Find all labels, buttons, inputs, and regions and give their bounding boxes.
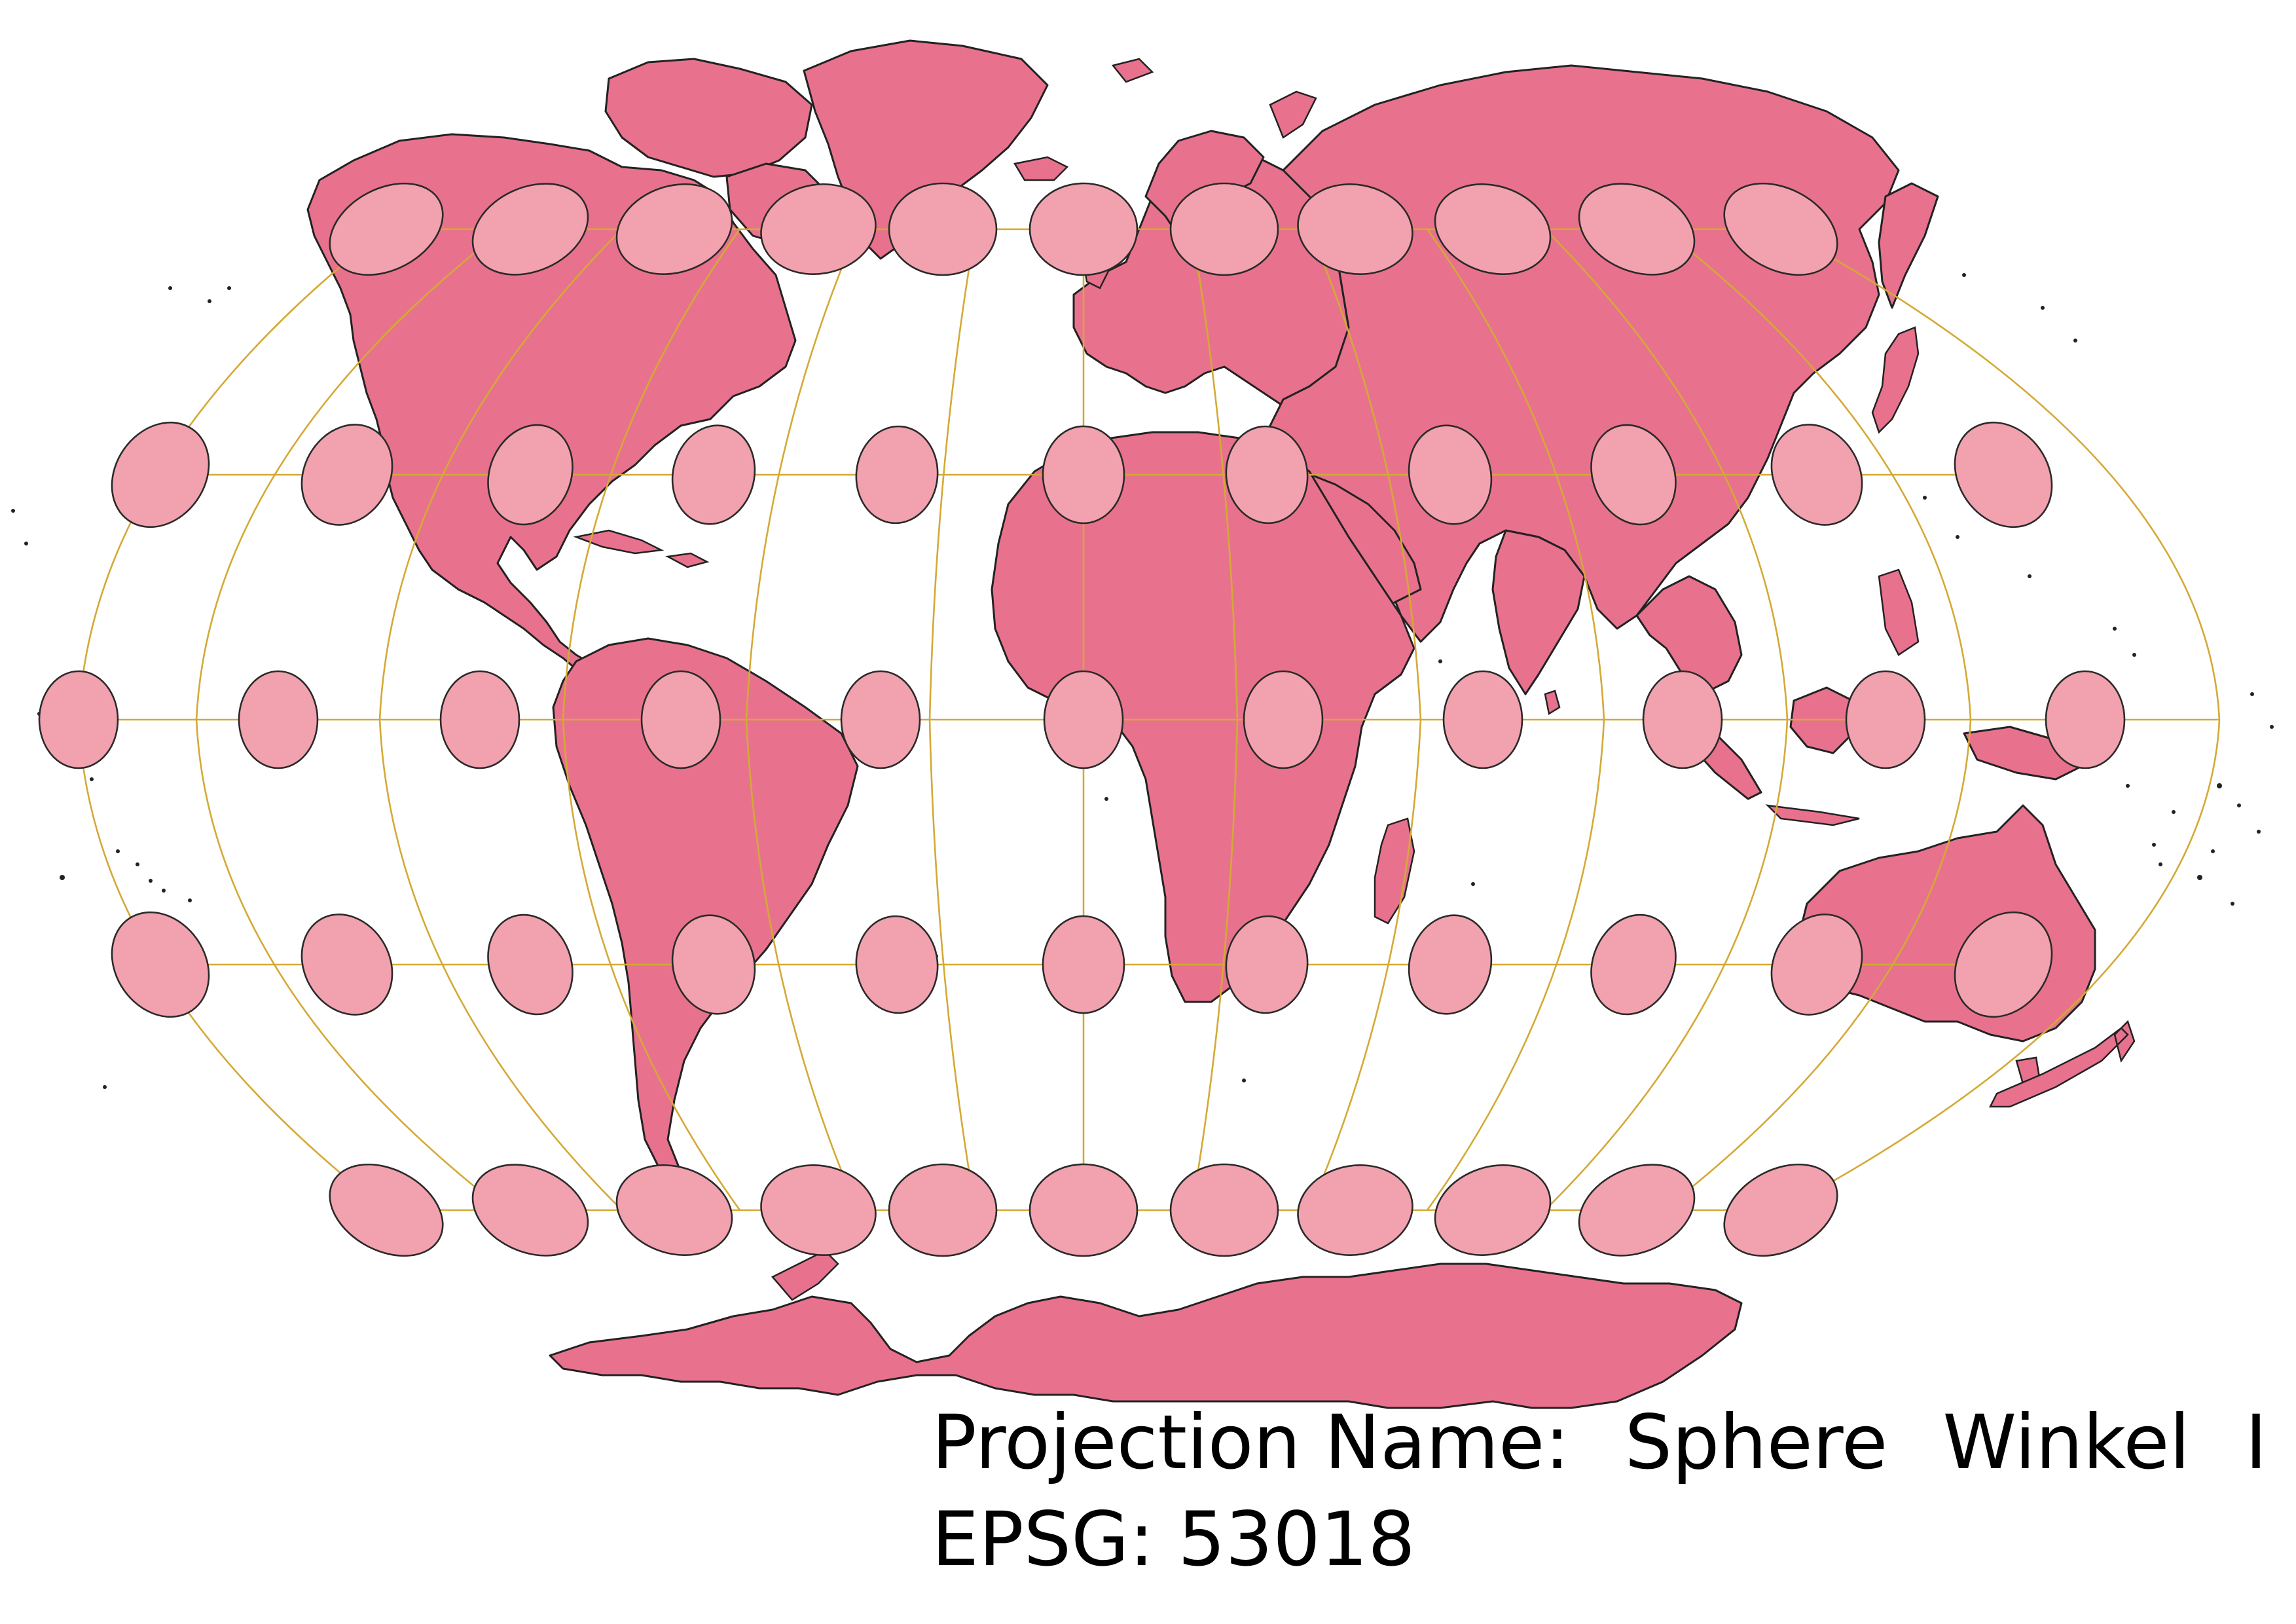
landmass-java — [1765, 804, 1860, 826]
indicatrix-60s — [888, 1163, 998, 1257]
meridian-150e — [1662, 228, 1972, 1211]
landmass-iceland — [1013, 156, 1069, 181]
indicatrix-30n — [1954, 421, 2053, 528]
landmass-philippines — [1878, 568, 1920, 656]
epsg-label: EPSG: — [932, 1496, 1154, 1583]
meridian-120w — [378, 229, 623, 1211]
projection-name-caption: Projection Name: Sphere Winkel I — [932, 1405, 2267, 1480]
landmass-novaya-zemlya — [1269, 90, 1317, 139]
landmass-southeast-asia — [1635, 575, 1743, 695]
indicatrix-30n — [111, 421, 210, 528]
indicatrix-30s — [1225, 915, 1309, 1014]
epsg-caption: EPSG: 53018 — [932, 1502, 1415, 1577]
indicatrix-60s — [1723, 1163, 1838, 1257]
indicatrix-equator — [1442, 670, 1523, 769]
indicatrix-equator — [439, 670, 520, 769]
meridian-150w — [195, 228, 505, 1211]
indicatrix-30n — [1590, 424, 1677, 526]
indicatrix-60s — [471, 1164, 589, 1257]
landmass-new-zealand — [1988, 1020, 2136, 1108]
indicatrix-60n — [1297, 183, 1413, 275]
indicatrix-60s — [329, 1163, 444, 1257]
indicatrix-60n — [760, 183, 877, 275]
landmass-antarctica — [549, 1263, 1743, 1409]
landmass-kamchatka — [1878, 182, 1939, 309]
indicatrix-30s — [301, 913, 393, 1016]
indicatrix-30n — [487, 424, 574, 526]
indicatrix-60s — [1297, 1164, 1413, 1256]
landmass-india — [1491, 529, 1586, 695]
indicatrix-30n — [671, 424, 756, 525]
projection-name-word: Sphere — [1624, 1399, 1888, 1486]
indicatrix-30s — [1954, 911, 2053, 1018]
indicatrix-60n — [471, 183, 589, 276]
indicatrix-60s — [760, 1164, 877, 1256]
meridian-60w — [745, 229, 859, 1211]
indicatrix-30n — [1408, 424, 1493, 525]
indicatrix-60n — [1029, 182, 1139, 276]
landmass-madagascar — [1374, 817, 1415, 925]
indicatrix-30n — [1770, 424, 1863, 526]
indicatrix-60n — [615, 183, 733, 275]
landmass-japan — [1871, 326, 1920, 434]
projection-name-word: I — [2245, 1399, 2267, 1486]
landmass-hispaniola — [665, 552, 710, 568]
indicatrix-60s — [1169, 1163, 1279, 1257]
indicatrix-60n — [1723, 182, 1838, 276]
indicatrix-equator — [840, 670, 921, 769]
indicatrix-30s — [1770, 913, 1863, 1016]
epsg-code: 53018 — [1178, 1496, 1415, 1583]
indicatrix-60s — [1029, 1163, 1139, 1257]
indicatrix-60s — [1578, 1164, 1696, 1257]
indicatrix-30s — [671, 914, 756, 1015]
indicatrix-equator — [1243, 670, 1324, 769]
indicatrix-30s — [111, 911, 210, 1018]
indicatrix-60n — [1578, 183, 1696, 276]
indicatrix-30n — [1225, 425, 1309, 525]
indicatrix-30n — [855, 425, 939, 525]
meridian-30w — [928, 229, 977, 1211]
indicatrix-60s — [1434, 1164, 1552, 1256]
indicatrix-30s — [1042, 915, 1125, 1014]
indicatrix-30s — [487, 913, 574, 1016]
indicatrix-30s — [1590, 913, 1677, 1016]
tissot-indicatrices — [38, 182, 2126, 1257]
meridian-30e — [1190, 229, 1239, 1211]
indicatrix-30s — [855, 915, 939, 1014]
indicatrix-60s — [615, 1164, 733, 1256]
indicatrix-60n — [329, 182, 444, 276]
indicatrix-equator — [1642, 670, 1723, 769]
landmass-svalbard — [1111, 58, 1154, 83]
indicatrix-60n — [1169, 182, 1279, 276]
indicatrix-60n — [1434, 183, 1552, 275]
indicatrix-equator — [640, 670, 721, 769]
meridian-60e — [1308, 229, 1422, 1211]
landmass-arctic-archipelago — [604, 58, 813, 178]
indicatrix-equator — [1845, 670, 1926, 769]
landmass-cuba — [573, 529, 665, 555]
indicatrix-60n — [888, 182, 998, 276]
indicatrix-equator — [238, 670, 319, 769]
meridian-120e — [1544, 229, 1789, 1211]
indicatrix-equator — [1043, 670, 1124, 769]
meridian-90w — [562, 229, 741, 1211]
landmass-antarctic-peninsula — [771, 1249, 839, 1301]
indicatrix-30s — [1408, 914, 1493, 1015]
indicatrix-30n — [1042, 425, 1125, 525]
landmass-sri-lanka — [1544, 690, 1561, 716]
indicatrix-equator — [38, 670, 119, 769]
landmass-south-america — [552, 637, 859, 1190]
meridian-180e — [1780, 228, 2221, 1211]
projection-name-word: Winkel — [1942, 1399, 2191, 1486]
indicatrix-30n — [301, 424, 393, 526]
projection-name-label: Projection Name: — [932, 1399, 1570, 1486]
indicatrix-equator — [2045, 670, 2126, 769]
meridian-90e — [1426, 229, 1605, 1211]
